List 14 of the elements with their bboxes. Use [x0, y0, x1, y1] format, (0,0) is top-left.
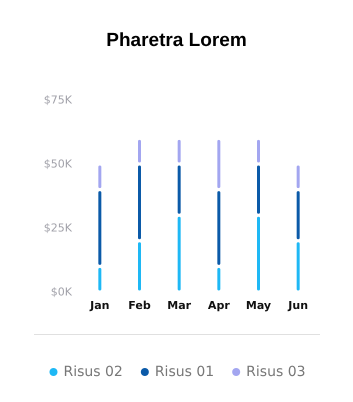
y-tick-label: $75K [44, 94, 73, 106]
legend-label: Risus 02 [63, 364, 123, 380]
x-tick-label: Jan [89, 299, 110, 312]
y-tick-label: $50K [44, 158, 73, 170]
x-tick-label: Apr [208, 299, 230, 312]
x-tick-label: May [246, 299, 272, 312]
legend-label: Risus 01 [154, 364, 214, 380]
x-tick-label: Feb [128, 299, 151, 312]
chart-title: Pharetra Lorem [106, 30, 247, 51]
x-tick-label: Mar [167, 299, 192, 312]
legend-label: Risus 03 [246, 364, 306, 380]
y-tick-label: $25K [44, 222, 73, 234]
y-tick-label: $0K [50, 286, 73, 298]
x-tick-label: Jun [287, 299, 308, 312]
